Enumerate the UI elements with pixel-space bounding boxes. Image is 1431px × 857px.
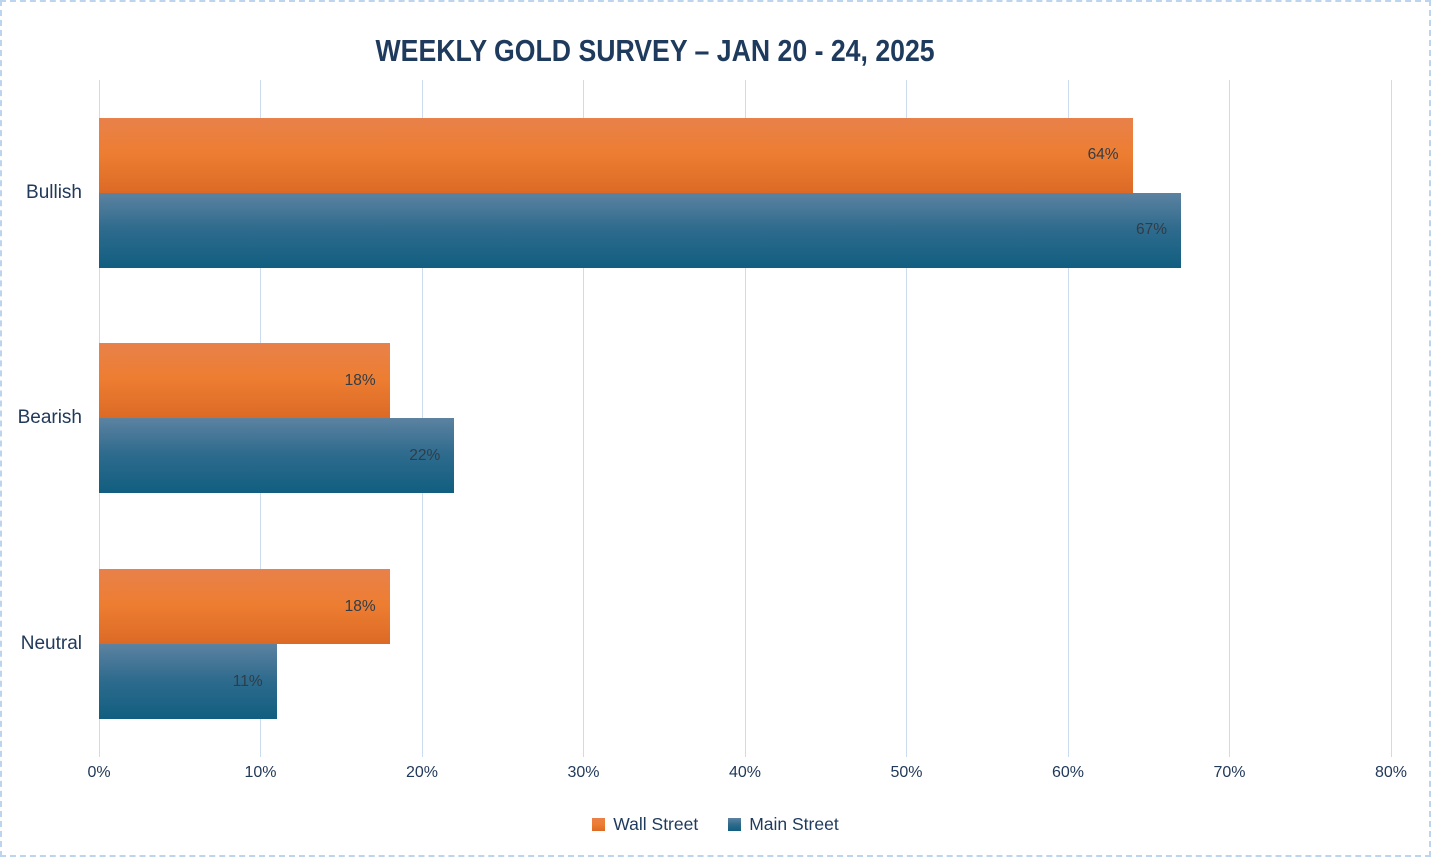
x-tick-label: 30% [567,764,600,781]
plot-area[interactable]: 64% 67% 18% 22% 18% 11% [98,80,1392,757]
category-group-bearish: 18% 22% [99,306,1391,532]
gridline [1390,80,1392,757]
value-axis: 0% 10% 20% 30% 40% 50% 60% 70% 80% [87,764,1407,788]
legend[interactable]: Wall Street Main Street [2,814,1429,835]
gridline [906,80,907,757]
bar-wall-street-neutral[interactable]: 18% [99,569,390,645]
category-label-neutral: Neutral [20,633,82,655]
bar-main-street-bullish[interactable]: 67% [99,192,1182,268]
data-label: 11% [232,672,263,690]
gridline [583,80,584,757]
bar-main-street-bearish[interactable]: 22% [99,418,455,494]
x-tick-label: 20% [405,764,439,781]
chart-title-area: WEEKLY GOLD SURVEY – JAN 20 - 24, 2025 [2,33,1429,69]
bar-main-street-neutral[interactable]: 11% [99,644,277,720]
data-label: 18% [344,597,376,615]
x-tick-label: 40% [728,764,762,781]
category-group-bullish: 64% 67% [99,80,1391,306]
legend-item-wall-street[interactable]: Wall Street [592,814,698,835]
x-tick-label: 0% [87,764,111,781]
legend-item-main-street[interactable]: Main Street [728,814,839,835]
category-label-bearish: Bearish [17,407,82,429]
category-group-neutral: 18% 11% [99,531,1391,757]
chart-title[interactable]: WEEKLY GOLD SURVEY – JAN 20 - 24, 2025 [375,33,936,68]
main-street-swatch-icon [728,818,742,831]
data-label: 22% [409,446,441,464]
data-label: 67% [1136,221,1168,239]
data-label: 18% [344,371,376,389]
legend-label: Wall Street [613,814,699,834]
category-axis: Bullish Bearish Neutral [2,80,82,757]
x-tick-label: 10% [244,764,277,781]
bar-wall-street-bearish[interactable]: 18% [99,343,390,419]
category-label-bullish: Bullish [26,181,82,203]
data-label: 64% [1087,146,1119,164]
gridline [1067,80,1069,757]
bar-wall-street-bullish[interactable]: 64% [99,117,1133,193]
gridline [1229,80,1230,757]
x-tick-label: 80% [1374,764,1408,781]
x-tick-label: 50% [890,764,923,781]
wall-street-swatch-icon [592,818,606,831]
x-tick-label: 60% [1051,764,1085,781]
gridline [744,80,746,757]
x-tick-label: 70% [1213,764,1246,781]
legend-label: Main Street [749,814,839,834]
